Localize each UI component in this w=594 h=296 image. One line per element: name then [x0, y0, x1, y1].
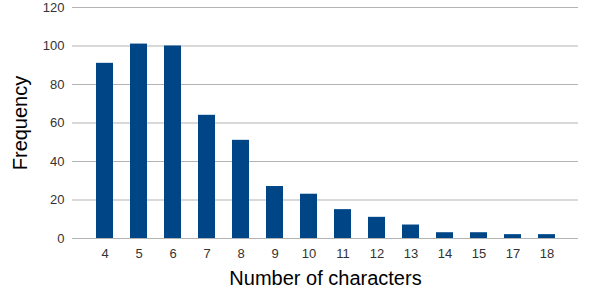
svg-text:0: 0: [57, 231, 64, 246]
svg-text:120: 120: [43, 0, 65, 15]
svg-text:40: 40: [50, 154, 64, 169]
svg-text:12: 12: [370, 246, 384, 261]
svg-text:20: 20: [50, 192, 64, 207]
svg-text:9: 9: [271, 246, 278, 261]
svg-text:14: 14: [438, 246, 452, 261]
svg-text:Number of characters: Number of characters: [229, 267, 421, 289]
svg-text:80: 80: [50, 77, 64, 92]
svg-text:Frequency: Frequency: [9, 76, 31, 171]
svg-text:10: 10: [302, 246, 316, 261]
svg-text:17: 17: [506, 246, 520, 261]
svg-text:4: 4: [101, 246, 108, 261]
svg-text:6: 6: [169, 246, 176, 261]
svg-text:18: 18: [540, 246, 554, 261]
svg-text:5: 5: [135, 246, 142, 261]
svg-text:7: 7: [203, 246, 210, 261]
svg-text:100: 100: [43, 38, 65, 53]
svg-text:60: 60: [50, 115, 64, 130]
svg-text:8: 8: [237, 246, 244, 261]
svg-text:13: 13: [404, 246, 418, 261]
svg-text:11: 11: [336, 246, 350, 261]
svg-text:15: 15: [472, 246, 486, 261]
